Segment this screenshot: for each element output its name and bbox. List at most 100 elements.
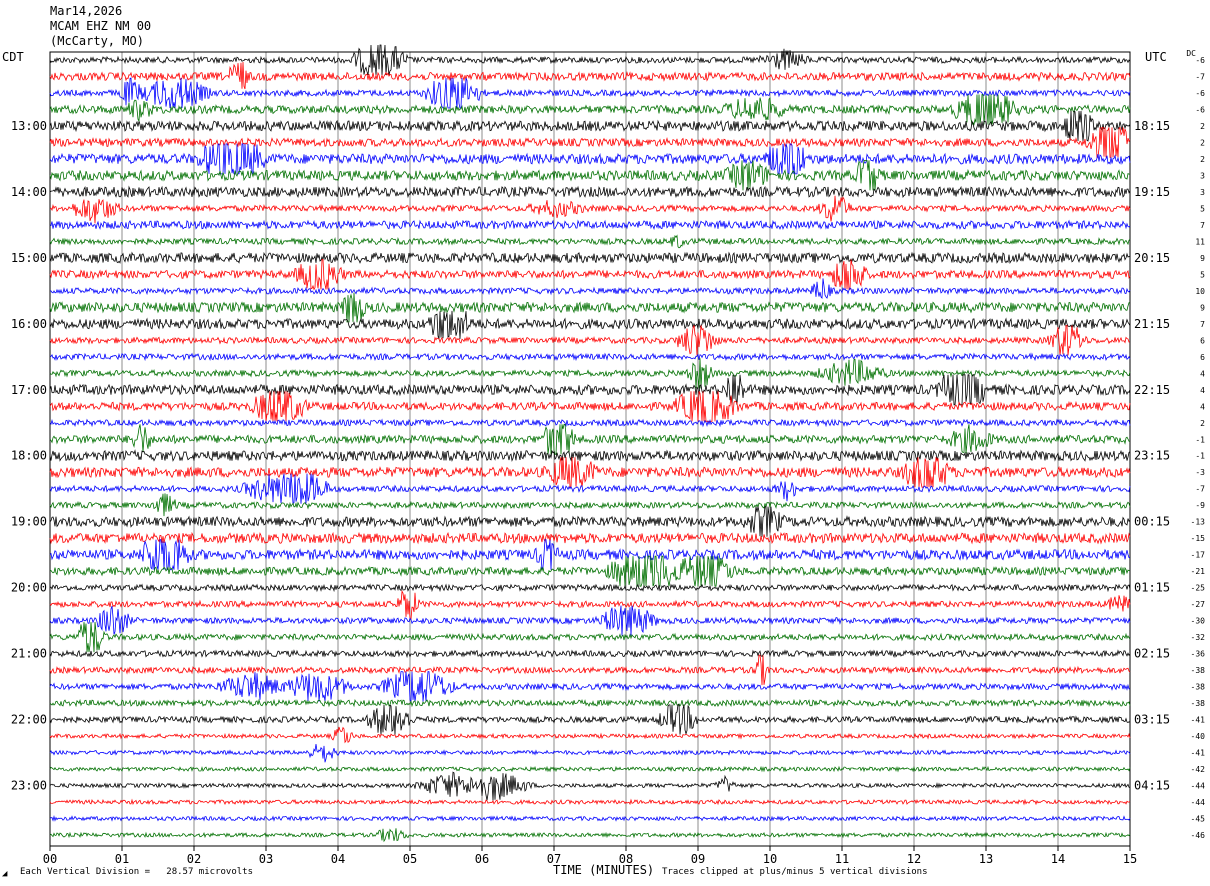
corner-mark: ◢ [2,869,8,879]
seismic-trace [49,251,1131,265]
x-tick-label: 08 [619,852,633,866]
dc-offset-label: -44 [1191,798,1206,807]
left-time-label: 13:00 [11,119,47,133]
dc-offset-label: -15 [1191,534,1206,543]
dc-offset-label: -45 [1191,815,1206,824]
dc-offset-label: -3 [1195,468,1205,477]
seismic-trace [49,185,1131,199]
left-time-label: 19:00 [11,515,47,529]
seismic-trace [49,143,1131,175]
dc-offset-label: -9 [1195,501,1205,510]
seismic-trace [49,358,1131,389]
left-time-label: 14:00 [11,185,47,199]
dc-offset-label: -6 [1195,56,1205,65]
seismic-trace [49,292,1130,323]
dc-offset-label: 6 [1200,353,1205,362]
dc-offset-label: -17 [1191,551,1206,560]
seismic-trace [49,531,1131,545]
seismic-trace [49,61,1131,90]
seismic-trace [49,126,1131,158]
seismic-trace [49,539,1131,571]
seismic-trace [49,555,1131,587]
dc-offset-label: 2 [1200,419,1205,428]
dc-offset-label: -40 [1191,732,1206,741]
x-tick-label: 01 [115,852,129,866]
x-tick-label: 11 [835,852,849,866]
dc-offset-label: 5 [1200,270,1205,279]
x-tick-label: 00 [43,852,57,866]
clip-note: Traces clipped at plus/minus 5 vertical … [662,867,928,877]
dc-offset-label: -1 [1195,435,1205,444]
x-axis-label: TIME (MINUTES) [553,863,655,877]
seismic-trace [49,77,1131,109]
x-tick-label: 05 [403,852,417,866]
left-time-label: 17:00 [11,383,47,397]
seismic-trace [49,765,1131,773]
seismic-trace [49,374,1131,406]
left-time-label: 15:00 [11,251,47,265]
seismic-trace [49,259,1131,291]
left-time-label: 23:00 [11,779,47,793]
dc-offset-label: 2 [1200,138,1205,147]
seismic-trace [49,310,1131,339]
x-tick-label: 10 [763,852,777,866]
seismic-trace [49,798,1131,806]
left-time-label: 21:00 [11,647,47,661]
seismic-trace [49,622,1131,653]
seismic-trace [49,589,1131,620]
seismic-trace [49,449,1131,462]
dc-offset-label: 2 [1200,122,1205,131]
dc-offset-label: -32 [1191,633,1206,642]
seismic-trace [49,44,1131,76]
dc-offset-label: -21 [1191,567,1206,576]
seismic-trace [49,649,1131,659]
x-tick-label: 04 [331,852,345,866]
dc-offset-label: -41 [1191,716,1206,725]
dc-offset-label: 4 [1200,386,1205,395]
left-time-label: 20:00 [11,581,47,595]
seismic-trace [49,654,1131,686]
dc-offset-label: -36 [1191,650,1206,659]
right-time-label: 19:15 [1134,185,1170,199]
x-tick-label: 02 [187,852,201,866]
seismic-trace [49,457,1131,488]
dc-offset-label: -13 [1191,518,1206,527]
x-tick-label: 07 [547,852,561,866]
dc-offset-label: 7 [1200,221,1205,230]
seismic-trace [49,671,1131,703]
x-tick-label: 13 [979,852,993,866]
header-date: Mar14,2026 [50,4,123,18]
seismic-trace [49,418,1131,428]
dc-offset-label: 3 [1200,188,1205,197]
x-tick-label: 09 [691,852,705,866]
right-zone-label: UTC [1145,50,1167,64]
right-time-label: 04:15 [1134,779,1170,793]
dc-offset-label: -25 [1191,584,1206,593]
seismic-trace [49,391,1131,422]
scale-note: Each Vertical Division = 28.57 microvolt… [20,867,253,877]
dc-offset-label: -1 [1195,452,1205,461]
dc-offset-label: -38 [1191,683,1206,692]
seismic-trace [49,423,1131,455]
dc-offset-label: 9 [1200,254,1205,263]
seismic-trace [49,110,1131,142]
dc-offset-label: 7 [1200,320,1205,329]
seismic-trace [49,195,1131,224]
seismic-trace [49,324,1131,356]
dc-offset-label: 9 [1200,303,1205,312]
seismic-trace [49,815,1131,822]
right-time-label: 18:15 [1134,119,1170,133]
left-time-label: 18:00 [11,449,47,463]
right-time-label: 23:15 [1134,449,1170,463]
right-time-label: 20:15 [1134,251,1170,265]
dc-offset-label: -27 [1191,600,1206,609]
x-tick-label: 15 [1123,852,1137,866]
dc-offset-label: -41 [1191,749,1206,758]
seismic-trace [49,726,1131,744]
header-station: MCAM EHZ NM 00 [50,19,152,33]
plot-frame [49,51,1131,847]
right-time-label: 03:15 [1134,713,1170,727]
dc-offset-label: 6 [1200,336,1205,345]
seismic-trace [49,771,1131,801]
seismic-trace [49,493,1131,517]
